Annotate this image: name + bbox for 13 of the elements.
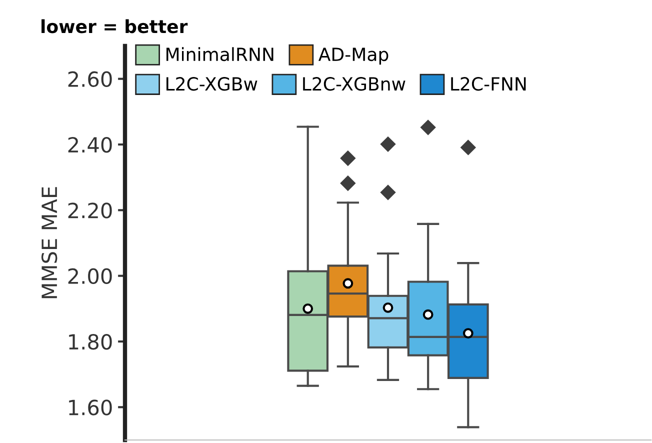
y-tick-label: 1.80 xyxy=(69,334,112,350)
legend-label: MinimalRNN xyxy=(166,47,274,62)
y-tick-label: 2.20 xyxy=(68,202,112,218)
legend-label: AD-Map xyxy=(318,48,388,65)
y-tick-label: 2.00 xyxy=(68,268,112,284)
y-tick-label: 2.40 xyxy=(68,136,112,153)
legend-label: L2C-FNN xyxy=(451,77,526,91)
legend-label: L2C-XGBw xyxy=(166,77,258,91)
legend-label: L2C-XGBnw xyxy=(303,77,406,91)
chart-title: lower = better xyxy=(42,19,188,34)
y-axis-title: MMSE MAE xyxy=(41,187,58,298)
y-tick-label: 2.60 xyxy=(68,71,112,88)
y-tick-label: 1.60 xyxy=(69,400,112,416)
